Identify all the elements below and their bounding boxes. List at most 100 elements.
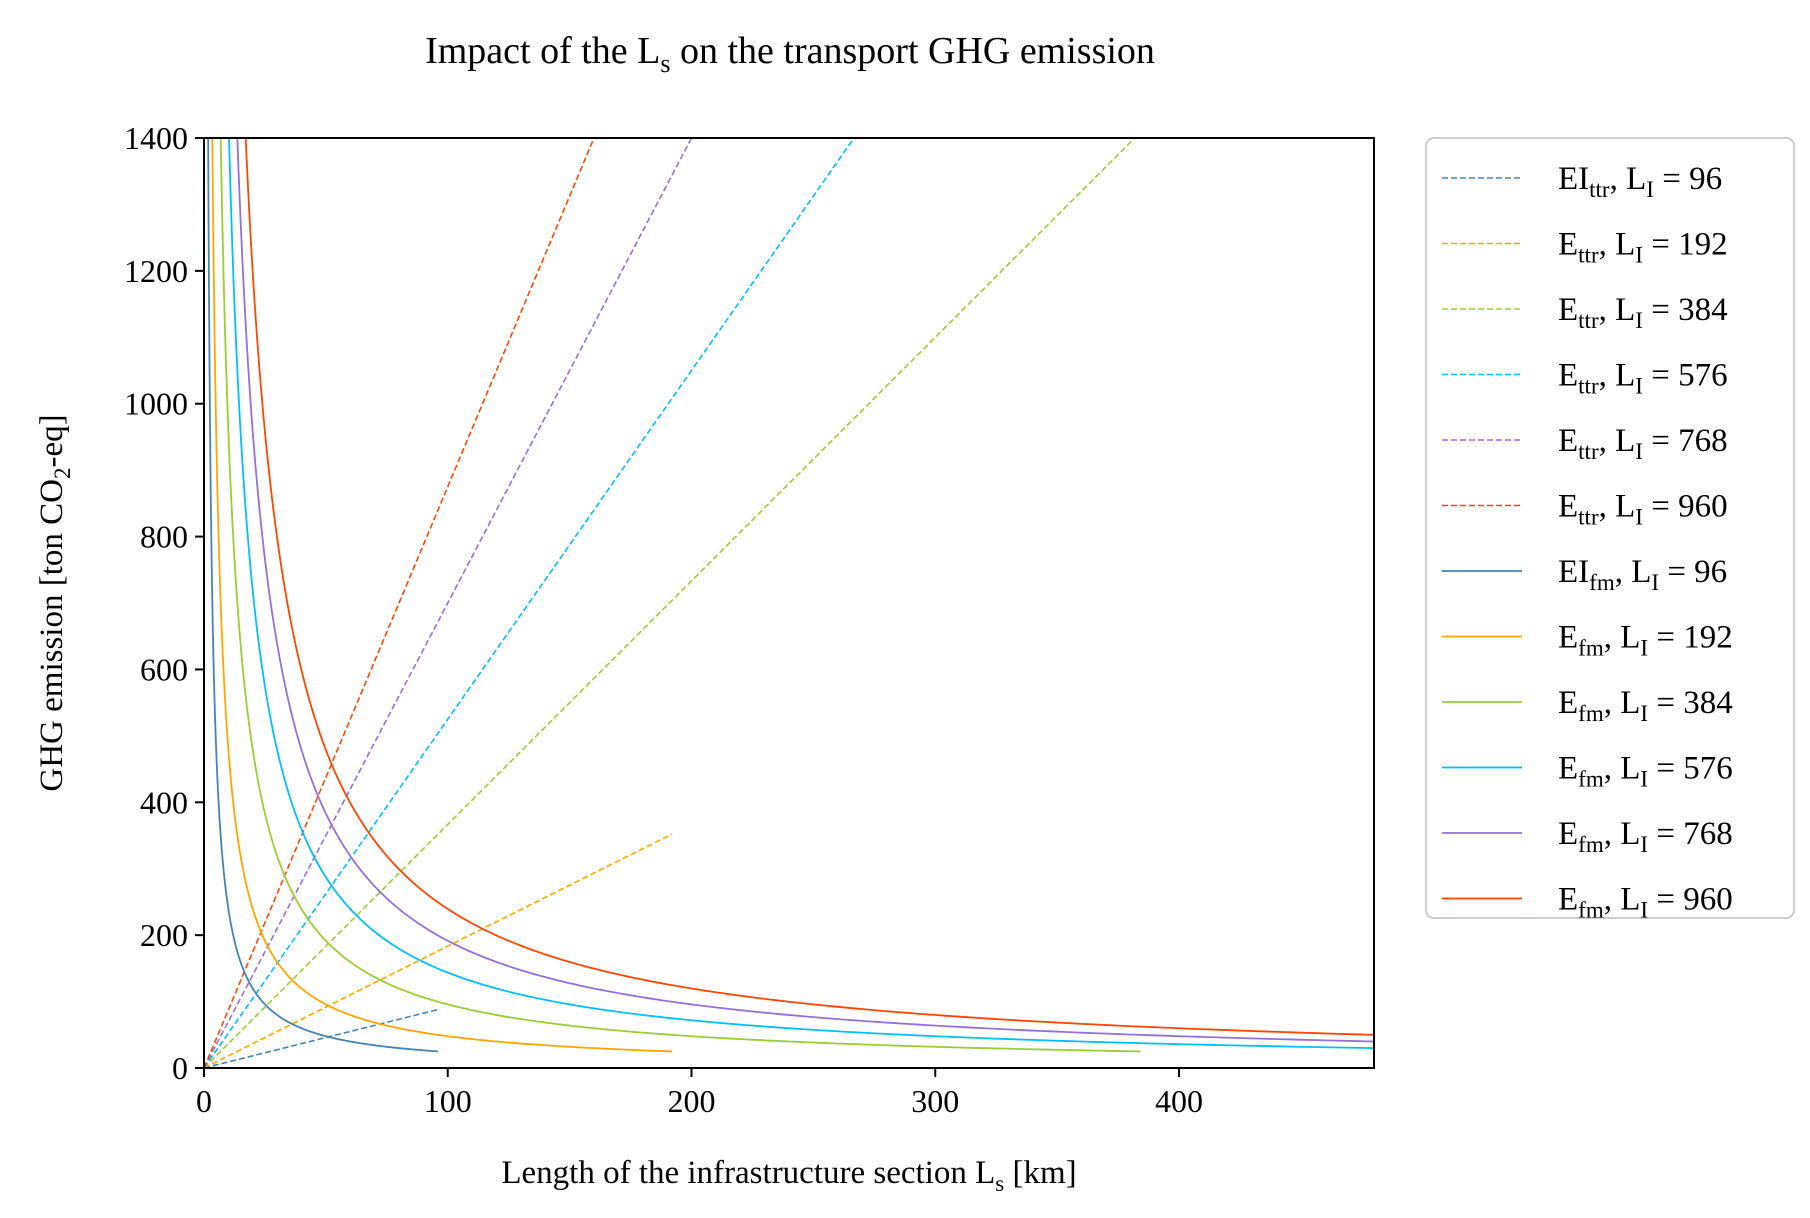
legend-label-sym: E (1558, 751, 1578, 787)
series-line-ttr-768 (204, 138, 693, 1068)
legend-label-sym: E (1558, 423, 1578, 459)
y-tick-label: 1400 (124, 120, 188, 156)
y-axis-label-rest: -eq] (34, 414, 70, 467)
x-axis-label-rest: [km] (1004, 1155, 1076, 1191)
series-line-ttr-960 (204, 138, 595, 1068)
legend-label-rest: , L (1604, 816, 1641, 852)
series-line-fm-768 (236, 138, 1374, 1043)
legend-label: Ettr, LI = 192 (1558, 227, 1728, 268)
legend-label-eq: = 960 (1643, 489, 1728, 525)
legend-label-lsub: I (1635, 374, 1643, 399)
series-line-ttr-576 (204, 138, 855, 1068)
legend-label-sym: E (1558, 620, 1578, 656)
x-axis-label-sub: s (995, 1171, 1004, 1196)
legend-label: Ettr, LI = 768 (1558, 423, 1728, 464)
legend-label: Efm, LI = 384 (1558, 685, 1733, 726)
legend-label-lsub: I (1640, 832, 1648, 857)
legend-label: Ettr, LI = 576 (1558, 358, 1728, 399)
legend-label-sub: ttr (1578, 374, 1599, 399)
legend-label-rest: , L (1599, 292, 1636, 328)
y-tick-label: 400 (140, 784, 188, 820)
series-layer (204, 138, 1374, 1068)
legend-label-lsub: I (1640, 701, 1648, 726)
legend-label-sub: fm (1578, 636, 1604, 661)
x-axis: 0 100 200 300 400 (196, 1068, 1203, 1119)
legend-label-lsub: I (1646, 177, 1654, 202)
chart-title-rest: on the transport GHG emission (670, 30, 1154, 72)
x-tick-label: 300 (911, 1083, 959, 1119)
y-tick-label: 1200 (124, 253, 188, 289)
legend-label-lsub: I (1640, 636, 1648, 661)
legend-label-rest: , L (1615, 554, 1652, 590)
x-tick-label: 100 (424, 1083, 472, 1119)
y-tick-label: 0 (172, 1050, 188, 1086)
legend-label-eq: = 192 (1643, 227, 1728, 263)
x-axis-label: Length of the infrastructure section Ls … (501, 1155, 1076, 1196)
legend-label-eq: = 96 (1654, 161, 1722, 197)
legend-label-sub: ttr (1589, 177, 1610, 202)
legend-label-sub: fm (1578, 701, 1604, 726)
legend-label-eq: = 960 (1648, 882, 1733, 918)
legend-label-sym: E (1558, 292, 1578, 328)
plot-frame (203, 137, 1375, 1069)
series-line-fm-96 (207, 138, 439, 1053)
legend-label-sub: ttr (1578, 439, 1599, 464)
legend-label-sub: fm (1578, 898, 1604, 923)
legend-label-rest: , L (1604, 685, 1641, 721)
legend-item-fm-960: Efm, LI = 960 (1442, 882, 1733, 923)
legend-item-ttr-576: Ettr, LI = 576 (1442, 358, 1728, 399)
legend-label-sym: EI (1558, 554, 1589, 590)
legend-label-sub: ttr (1578, 308, 1599, 333)
legend-label-rest: , L (1604, 751, 1641, 787)
legend-label-sym: E (1558, 685, 1578, 721)
legend-item-fm-96: EIfm, LI = 96 (1442, 554, 1727, 595)
legend-label-eq: = 576 (1643, 358, 1728, 394)
legend-item-ttr-768: Ettr, LI = 768 (1442, 423, 1728, 464)
legend-label: Efm, LI = 576 (1558, 751, 1733, 792)
legend-label-sub: fm (1578, 767, 1604, 792)
chart-title-main: Impact of the L (425, 30, 660, 72)
legend-label-rest: , L (1599, 227, 1636, 263)
legend-label-rest: , L (1604, 882, 1641, 918)
y-axis-label: GHG emission [ton CO2-eq] (34, 414, 75, 791)
legend-label: EIfm, LI = 96 (1558, 554, 1727, 595)
legend-label-lsub: I (1635, 439, 1643, 464)
y-axis-label-main: GHG emission [ton CO (34, 479, 70, 792)
legend-label-sub: fm (1589, 570, 1615, 595)
legend-label-sym: E (1558, 489, 1578, 525)
legend-label: EIttr, LI = 96 (1558, 161, 1722, 202)
legend-item-ttr-192: Ettr, LI = 192 (1442, 227, 1728, 268)
series-line-ttr-384 (204, 138, 1136, 1068)
legend-label-lsub: I (1635, 308, 1643, 333)
legend-label-lsub: I (1651, 570, 1659, 595)
legend-label-sub: fm (1578, 832, 1604, 857)
legend-label: Efm, LI = 768 (1558, 816, 1733, 857)
legend-item-ttr-960: Ettr, LI = 960 (1442, 489, 1728, 530)
legend-item-fm-768: Efm, LI = 768 (1442, 816, 1733, 857)
chart-title: Impact of the Ls on the transport GHG em… (425, 30, 1155, 78)
legend-label-sym: E (1558, 816, 1578, 852)
legend-item-ttr-384: Ettr, LI = 384 (1442, 292, 1728, 333)
legend-label-sub: ttr (1578, 505, 1599, 530)
x-tick-label: 0 (196, 1083, 212, 1119)
series-line-fm-384 (219, 138, 1141, 1053)
legend-box (1425, 137, 1795, 919)
legend-item-fm-192: Efm, LI = 192 (1442, 620, 1733, 661)
series-line-ttr-96 (204, 1008, 439, 1068)
legend-label-sub: ttr (1578, 243, 1599, 268)
y-tick-label: 200 (140, 917, 188, 953)
y-tick-label: 1000 (124, 386, 188, 422)
legend-label-rest: , L (1599, 358, 1636, 394)
legend-label-eq: = 96 (1659, 554, 1727, 590)
legend-label-rest: , L (1604, 620, 1641, 656)
legend-label-eq: = 192 (1648, 620, 1733, 656)
legend-label-eq: = 384 (1643, 292, 1728, 328)
legend-label: Efm, LI = 192 (1558, 620, 1733, 661)
x-axis-label-main: Length of the infrastructure section L (501, 1155, 995, 1191)
legend-label-sym: E (1558, 227, 1578, 263)
legend-label-lsub: I (1635, 505, 1643, 530)
series-line-fm-960 (244, 138, 1374, 1036)
y-axis: 0 200 400 600 800 1000 1200 1400 (124, 120, 204, 1086)
legend-item-ttr-96: EIttr, LI = 96 (1442, 161, 1722, 202)
